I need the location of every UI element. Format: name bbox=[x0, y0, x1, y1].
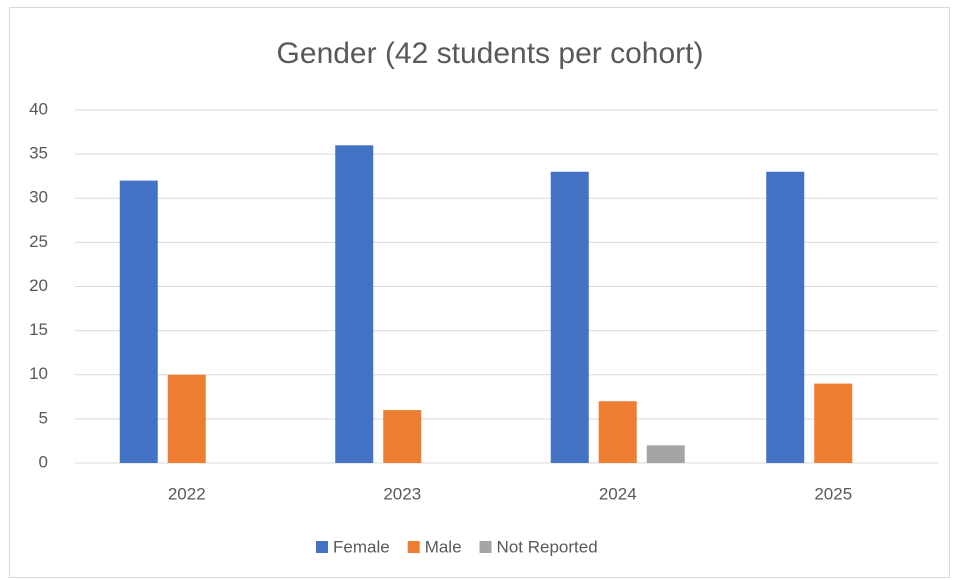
y-tick-label: 15 bbox=[29, 320, 48, 339]
bar bbox=[383, 410, 422, 463]
bar bbox=[766, 171, 805, 463]
bar bbox=[646, 445, 685, 463]
y-tick-label: 25 bbox=[29, 232, 48, 251]
x-tick-label: 2022 bbox=[168, 484, 206, 503]
bar bbox=[814, 383, 853, 463]
chart-title: Gender (42 students per cohort) bbox=[277, 37, 704, 70]
legend-swatch bbox=[479, 541, 492, 553]
x-tick-label: 2025 bbox=[814, 484, 852, 503]
y-tick-label: 5 bbox=[39, 408, 48, 427]
legend-label: Male bbox=[425, 537, 462, 556]
bar bbox=[167, 374, 206, 463]
x-tick-label: 2023 bbox=[383, 484, 421, 503]
legend-swatch bbox=[316, 541, 328, 553]
y-tick-label: 30 bbox=[29, 188, 48, 207]
legend-label: Not Reported bbox=[497, 537, 598, 556]
y-tick-label: 10 bbox=[29, 364, 48, 383]
x-tick-label: 2024 bbox=[599, 484, 637, 503]
y-tick-label: 0 bbox=[39, 452, 48, 471]
y-tick-label: 40 bbox=[29, 99, 48, 118]
bar bbox=[598, 401, 637, 463]
bar bbox=[335, 145, 374, 464]
y-tick-label: 35 bbox=[29, 144, 48, 163]
bar bbox=[119, 180, 158, 463]
legend-swatch bbox=[407, 541, 420, 553]
bar bbox=[550, 171, 589, 463]
y-tick-label: 20 bbox=[29, 276, 48, 295]
legend-label: Female bbox=[333, 537, 390, 556]
